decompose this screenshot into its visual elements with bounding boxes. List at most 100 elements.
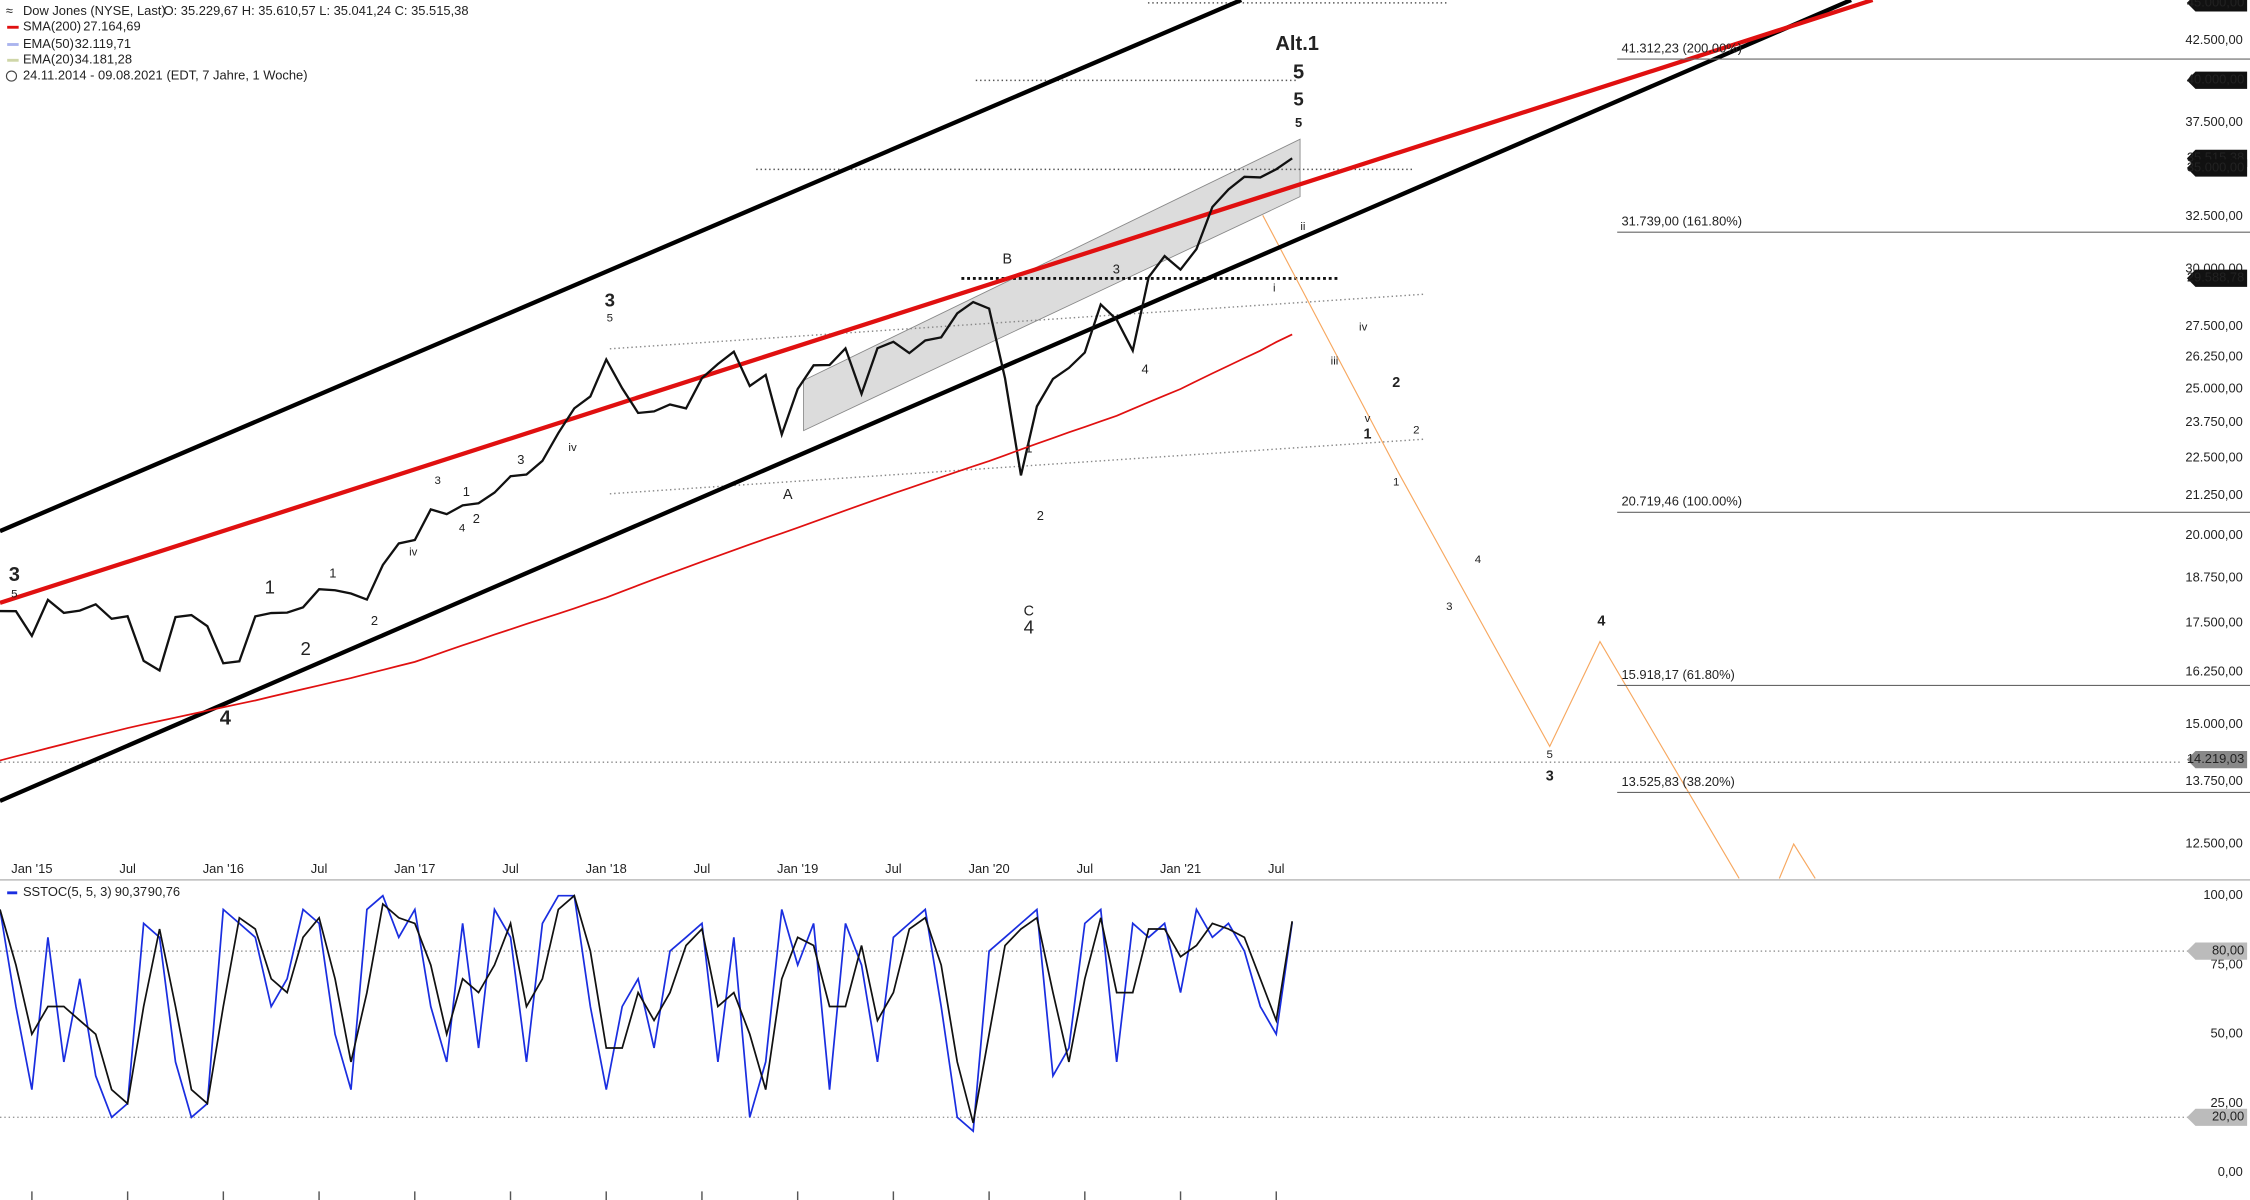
wave-label: 2 — [1413, 425, 1419, 437]
layout — [0, 0, 2250, 881]
y-tick-label: 26.250,00 — [2185, 348, 2242, 363]
y-tick-label: 21.250,00 — [2185, 487, 2242, 502]
price-tag-label: 40.000,00 — [2187, 72, 2244, 87]
wave-label: 4 — [1475, 554, 1482, 566]
wave-label: C — [1024, 603, 1034, 619]
price-tag-label: 20,00 — [2212, 1109, 2244, 1124]
wave-label: 3 — [9, 564, 20, 586]
x-tick-label: Jul — [1077, 861, 1093, 876]
price-tag-label: 14.219,03 — [2187, 751, 2244, 766]
clock-icon — [5, 70, 18, 82]
fib-label: 31.739,00 (161.80%) — [1621, 214, 1742, 229]
wave-label: 4 — [1597, 613, 1605, 629]
series-line — [0, 894, 1294, 1124]
series-line — [0, 894, 1294, 1133]
y-tick-label: 32.500,00 — [2185, 208, 2242, 223]
price-tag-label: 29.588,78 — [2187, 270, 2244, 285]
wave-label: 4 — [1024, 617, 1034, 638]
price-tag — [2186, 0, 2248, 12]
x-tick-label: Jan '20 — [968, 861, 1009, 876]
x-tick-label: Jan '18 — [586, 861, 627, 876]
legend-text: EMA(20) — [23, 52, 74, 67]
legend-text: 32.119,71 — [75, 36, 131, 51]
wave-label: 1 — [1025, 441, 1032, 456]
legend-text: 24.11.2014 - 09.08.2021 — [23, 67, 163, 82]
wave-label: 2 — [300, 638, 310, 659]
wave-label: 1 — [1364, 427, 1372, 443]
y-tick-label: 25.000,00 — [2185, 380, 2242, 395]
x-tick-label: Jul — [694, 861, 710, 876]
y-tick-label: 23.750,00 — [2185, 414, 2242, 429]
projection — [1778, 842, 1816, 879]
price-tag — [2186, 159, 2248, 177]
price-tag — [2186, 942, 2248, 960]
x-tick-label: Jul — [885, 861, 901, 876]
series-line — [0, 157, 1293, 673]
wave-label: iii — [1331, 356, 1339, 368]
fib-label: 15.918,17 (61.80%) — [1621, 667, 1734, 682]
legend-text: 90,76 — [148, 884, 180, 899]
y-tick-label: 25,00 — [2211, 1095, 2243, 1110]
wave-label: 1 — [463, 484, 470, 499]
wave-label: 5 — [1293, 88, 1303, 109]
fib-label: 20.719,46 (100.00%) — [1621, 494, 1742, 509]
price-tag-label: 80,00 — [2212, 943, 2244, 958]
legend-text: (EDT, 7 Jahre, 1 Woche) — [166, 67, 307, 82]
wave-label: 5 — [607, 313, 613, 325]
wave-label: v — [1365, 413, 1371, 425]
y-tick-label: 50,00 — [2211, 1026, 2243, 1041]
trend-line — [0, 0, 1852, 803]
wave-label: 3 — [1546, 768, 1554, 784]
trend-line — [0, 0, 1874, 605]
y-tick-label: 42.500,00 — [2185, 32, 2242, 47]
legend-text: Dow Jones (NYSE, Last) — [23, 3, 166, 18]
x-tick-label: Jan '17 — [394, 861, 435, 876]
wave-label: iv — [409, 547, 418, 559]
wave-label: 2 — [1037, 508, 1044, 523]
wave-label: 5 — [1547, 749, 1553, 761]
legend-text: 90,37 — [115, 884, 147, 899]
wave-label: 3 — [1113, 261, 1120, 276]
wave-label: 2 — [1392, 375, 1400, 391]
price-tag-label: 45.000,00 — [2187, 0, 2244, 9]
legend-text: 34.181,28 — [75, 52, 132, 67]
wave-label: iv — [1359, 321, 1368, 333]
x-tick-label: Jul — [311, 861, 327, 876]
y-tick-label: 17.500,00 — [2185, 615, 2242, 630]
y-tick-label: 18.750,00 — [2185, 569, 2242, 584]
y-tick-label: 13.750,00 — [2185, 773, 2242, 788]
wave-label: 1 — [265, 576, 275, 597]
legend-text: 27.164,69 — [83, 19, 140, 34]
fib-label: 13.525,83 (38.20%) — [1621, 774, 1734, 789]
x-tick-label: Jan '15 — [11, 861, 52, 876]
legend-text: SMA(200) — [23, 19, 81, 34]
wave-label: A — [783, 487, 793, 503]
wave-label: 1 — [1393, 476, 1399, 488]
wave-label: 5 — [11, 588, 17, 600]
wave-label: 2 — [371, 613, 378, 628]
projection — [1262, 215, 1740, 879]
wave-label: 3 — [605, 289, 615, 310]
y-tick-label: 16.250,00 — [2185, 663, 2242, 678]
price-tag — [2186, 269, 2248, 287]
x-tick-label: Jan '16 — [203, 861, 244, 876]
price-tag — [2186, 71, 2248, 89]
y-tick-label: 22.500,00 — [2185, 450, 2242, 465]
wave-label: 4 — [220, 707, 232, 729]
wave-label: 5 — [1293, 62, 1304, 84]
chart-icon: ≈ — [6, 3, 13, 18]
fib-label: 41.312,23 (200.00%) — [1621, 40, 1742, 55]
channel — [803, 138, 1301, 432]
y-tick-label: 12.500,00 — [2185, 836, 2242, 851]
x-tick-label: Jul — [119, 861, 135, 876]
y-tick-label: 37.500,00 — [2185, 114, 2242, 129]
legend-text: O: 35.229,67 H: 35.610,57 L: 35.041,24 C… — [164, 3, 469, 18]
x-tick-label: Jan '21 — [1160, 861, 1201, 876]
legend-text: SSTOC(5, 5, 3) — [23, 884, 112, 899]
legend-text: EMA(50) — [23, 36, 74, 51]
x-tick-label: Jul — [502, 861, 518, 876]
y-tick-label: 100,00 — [2203, 887, 2242, 902]
wave-label: iv — [568, 442, 577, 454]
